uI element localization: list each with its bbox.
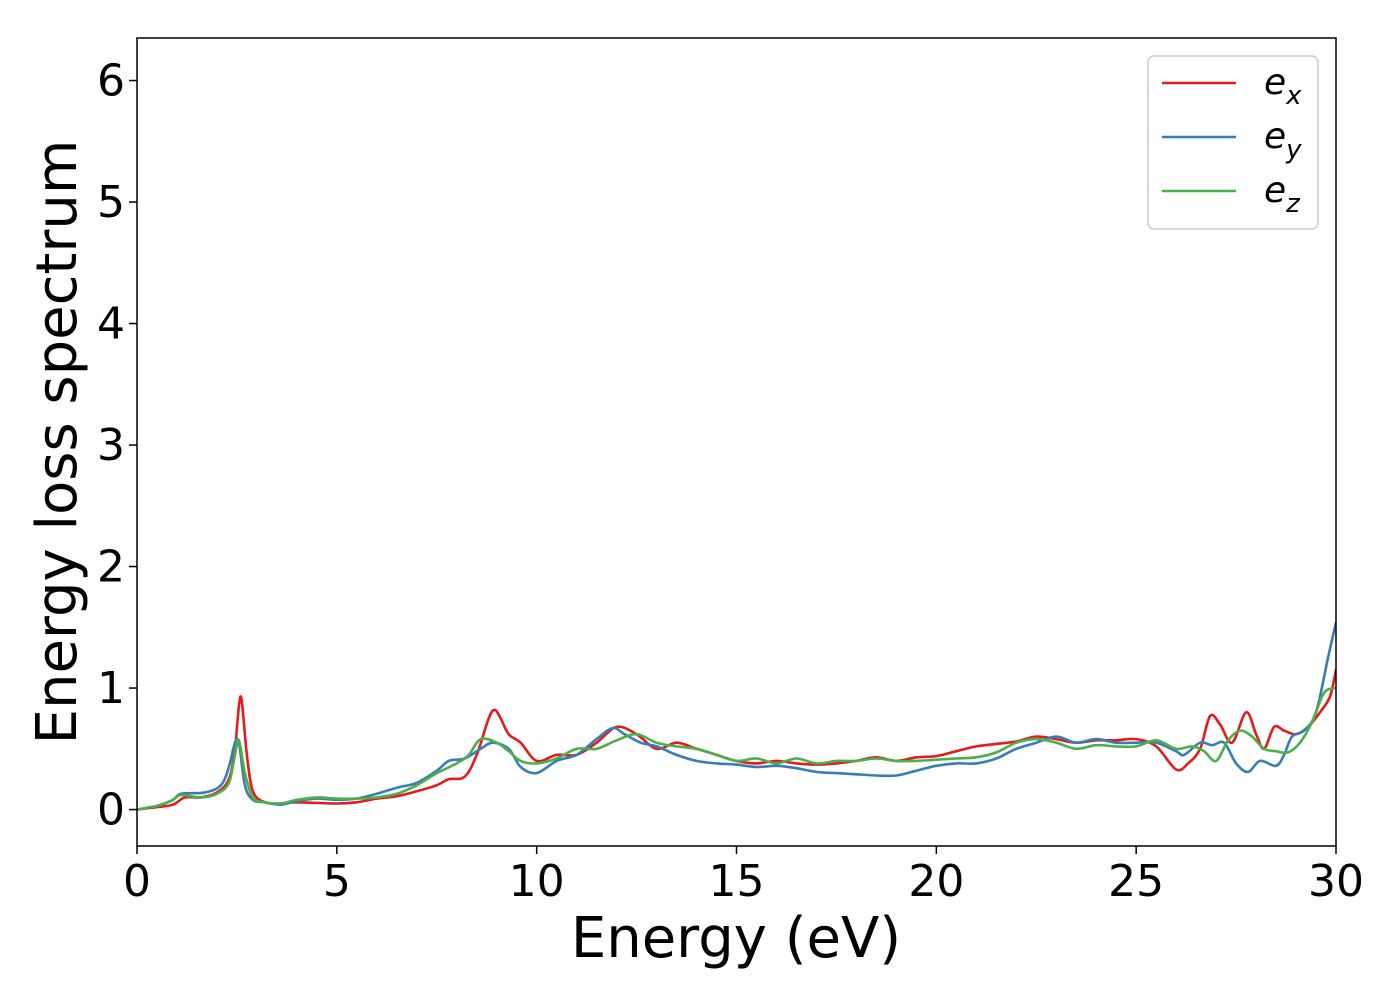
legend-label-z: ez xyxy=(1264,170,1301,219)
y-tick-label: 0 xyxy=(97,785,125,836)
x-tick-label: 30 xyxy=(1308,856,1364,907)
legend-box xyxy=(1147,55,1319,230)
y-tick-label: 6 xyxy=(97,56,125,107)
x-tick-label: 5 xyxy=(323,856,351,907)
y-tick-label: 5 xyxy=(97,177,125,228)
legend: ex ey ez xyxy=(1147,55,1319,230)
y-tick-label: 1 xyxy=(97,663,125,714)
legend-label-y: ey xyxy=(1264,116,1302,165)
x-axis-ticks: 0 5 10 15 20 25 30 xyxy=(123,846,1364,907)
x-tick-label: 10 xyxy=(509,856,565,907)
y-tick-label: 3 xyxy=(97,420,125,471)
x-tick-label: 15 xyxy=(709,856,765,907)
y-tick-label: 2 xyxy=(97,542,125,593)
y-tick-label: 4 xyxy=(97,299,125,350)
y-axis-label: Energy loss spectrum xyxy=(25,140,90,745)
series-layer xyxy=(137,621,1336,811)
series-line-z xyxy=(137,686,1336,811)
x-tick-label: 20 xyxy=(908,856,964,907)
x-tick-label: 0 xyxy=(123,856,151,907)
x-tick-label: 25 xyxy=(1108,856,1164,907)
legend-label-x: ex xyxy=(1264,62,1302,111)
series-line-y xyxy=(137,621,1336,811)
y-axis-ticks: 0 1 2 3 4 5 6 xyxy=(97,56,137,836)
x-axis-label: Energy (eV) xyxy=(571,906,901,971)
